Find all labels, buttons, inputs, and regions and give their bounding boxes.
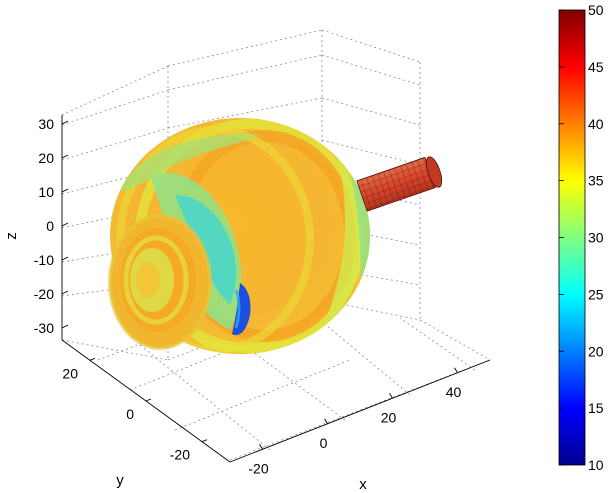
z-tick-mark [61, 222, 69, 227]
x-tick-mark [259, 444, 263, 450]
colorbar: 50 45 40 35 30 25 20 15 10 [558, 2, 604, 473]
x-tick-labels: -20 0 20 40 [248, 384, 461, 477]
colorbar-tick-label: 50 [588, 2, 604, 18]
z-tick-label: -30 [34, 320, 54, 336]
y-tick-mark [201, 439, 208, 443]
x-tick-label: 0 [320, 435, 328, 451]
x-tick-label: -20 [248, 460, 268, 476]
y-tick-label: 0 [126, 406, 134, 422]
x-tick-mark [324, 418, 328, 424]
tick-marks [61, 120, 458, 450]
z-tick-label: -20 [34, 286, 54, 302]
surface [108, 118, 370, 354]
z-tick-mark [61, 154, 69, 159]
z-tick-mark [61, 256, 69, 261]
colorbar-tick-label: 30 [588, 230, 604, 246]
z-tick-label: 10 [38, 184, 54, 200]
surface-rod [356, 156, 443, 212]
colorbar-ticks: 50 45 40 35 30 25 20 15 10 [559, 2, 604, 473]
y-tick-label: -20 [170, 447, 190, 463]
z-tick-labels: 30 20 10 0 -10 -20 -30 [34, 116, 54, 336]
colorbar-tick-label: 40 [588, 116, 604, 132]
x-tick-mark [389, 393, 393, 399]
z-tick-mark [61, 188, 69, 193]
z-axis-label: z [3, 232, 20, 240]
y-axis-label: y [116, 472, 124, 489]
z-tick-label: 0 [46, 218, 54, 234]
y-tick-mark [89, 357, 96, 361]
x-axis-label: x [359, 476, 367, 493]
colorbar-tick-label: 35 [588, 173, 604, 189]
y-tick-mark [145, 398, 152, 402]
z-tick-mark [61, 120, 69, 125]
y-tick-label: 20 [62, 365, 78, 381]
z-tick-mark [61, 290, 69, 295]
z-tick-label: 20 [38, 150, 54, 166]
x-tick-label: 20 [381, 409, 397, 425]
colorbar-tick-label: 10 [588, 457, 604, 473]
colorbar-tick-label: 45 [588, 59, 604, 75]
colorbar-tick-label: 20 [588, 343, 604, 359]
z-tick-label: -10 [34, 252, 54, 268]
z-tick-label: 30 [38, 116, 54, 132]
x-tick-label: 40 [446, 384, 462, 400]
x-tick-mark [454, 367, 458, 373]
colorbar-tick-label: 25 [588, 286, 604, 302]
colorbar-tick-label: 15 [588, 400, 604, 416]
y-tick-labels: 20 0 -20 [62, 365, 190, 462]
z-tick-mark [61, 324, 69, 329]
